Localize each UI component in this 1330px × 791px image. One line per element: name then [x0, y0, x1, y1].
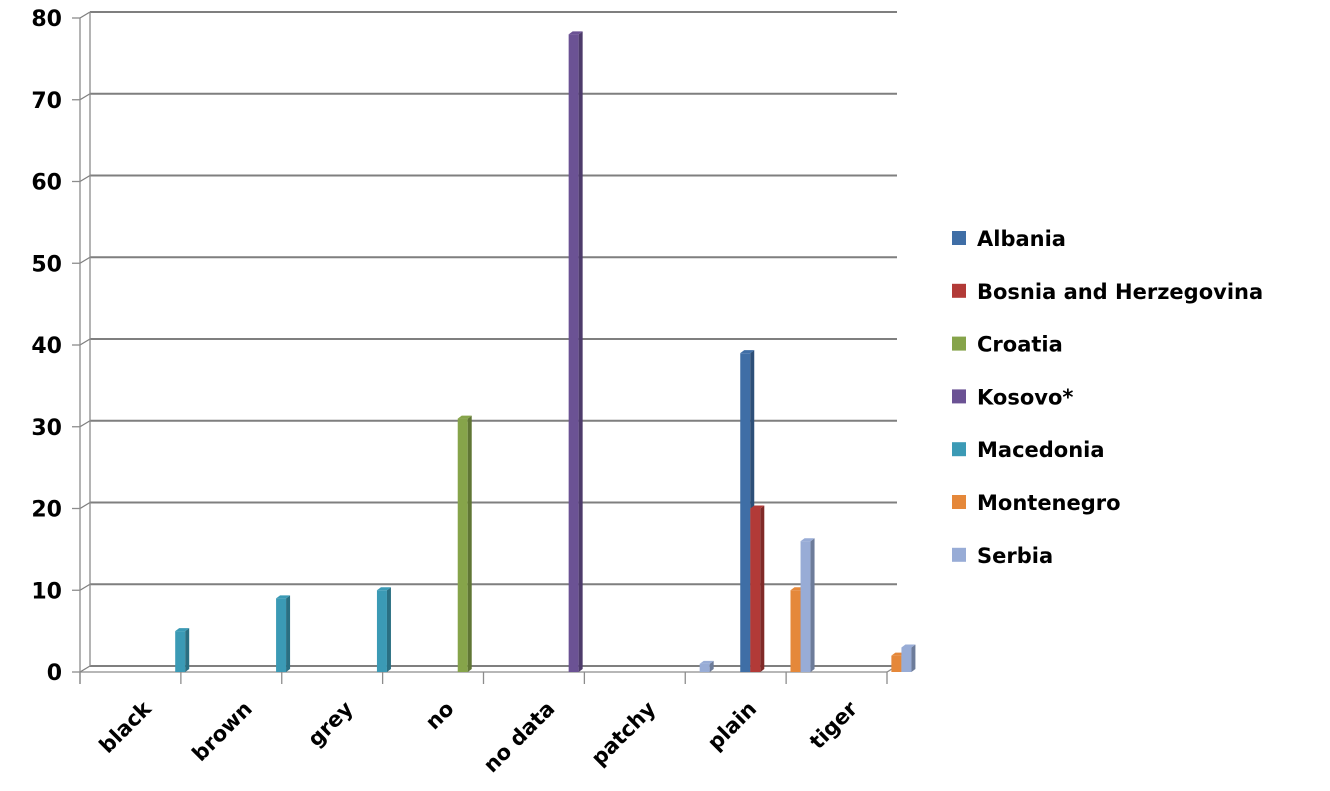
- x-tick-label: black: [95, 696, 157, 758]
- x-tick-label: grey: [303, 696, 358, 751]
- x-tick-label: no: [421, 697, 459, 735]
- bar: [750, 505, 765, 672]
- legend-label: Albania: [977, 227, 1066, 251]
- legend-item: Albania: [952, 227, 1066, 251]
- gridline-diag: [79, 420, 91, 428]
- y-tick-label: 40: [31, 334, 62, 359]
- y-tick-label: 70: [31, 89, 62, 114]
- legend: Albania Bosnia and Herzegovina Croatia Koso…: [952, 227, 1263, 568]
- legend-label: Serbia: [977, 544, 1053, 568]
- bar: [175, 628, 190, 672]
- x-tick-label: tiger: [805, 696, 863, 754]
- legend-swatch: [952, 283, 966, 298]
- legend-item: Serbia: [952, 544, 1053, 568]
- gridline-diag: [79, 11, 91, 19]
- legend-swatch: [952, 389, 966, 404]
- gridline-diag: [79, 665, 91, 673]
- bar: [800, 538, 815, 672]
- bar: [457, 415, 472, 672]
- axes: [72, 12, 898, 684]
- x-tick-labels: black brown grey no no data patchy plain tiger: [95, 696, 863, 777]
- gridline-diag: [79, 93, 91, 101]
- x-tick-label: patchy: [587, 696, 661, 770]
- x-tick-label: plain: [703, 697, 761, 755]
- legend-swatch: [952, 547, 966, 562]
- bar: [901, 644, 916, 672]
- y-tick-label: 80: [31, 7, 62, 32]
- legend-swatch: [952, 495, 966, 509]
- y-tick-label: 60: [31, 171, 62, 196]
- bars: [175, 31, 916, 673]
- gridline-diag: [79, 501, 91, 510]
- bar: [699, 660, 714, 672]
- legend-swatch: [952, 442, 966, 457]
- bar: [568, 31, 583, 673]
- y-tick-labels: 0 10 20 30 40 50 60 70 80: [31, 7, 62, 686]
- x-tick-label: brown: [187, 697, 256, 766]
- y-tick-label: 10: [31, 579, 62, 604]
- gridline-diag: [79, 338, 91, 346]
- y-tick-label: 50: [31, 252, 62, 277]
- legend-swatch: [952, 231, 966, 245]
- legend-item: Bosnia and Herzegovina: [952, 280, 1263, 304]
- bar: [376, 587, 391, 672]
- y-tick-label: 20: [31, 498, 62, 523]
- legend-label: Bosnia and Herzegovina: [977, 280, 1263, 304]
- bar: [276, 595, 291, 672]
- legend-item: Macedonia: [952, 438, 1105, 462]
- legend-item: Kosovo*: [952, 385, 1073, 409]
- grid-lines: [79, 11, 897, 673]
- legend-swatch: [952, 336, 966, 351]
- gridline-diag: [79, 256, 91, 264]
- legend-label: Macedonia: [977, 438, 1105, 462]
- legend-item: Croatia: [952, 333, 1063, 357]
- gridline-diag: [79, 583, 91, 591]
- x-tick-label: no data: [479, 697, 560, 778]
- legend-label: Montenegro: [977, 491, 1121, 515]
- gridline-diag: [79, 174, 91, 183]
- legend-item: Montenegro: [952, 491, 1121, 515]
- legend-label: Croatia: [977, 333, 1063, 357]
- y-tick-label: 30: [31, 416, 62, 441]
- legend-label: Kosovo*: [977, 385, 1073, 409]
- y-tick-label: 0: [47, 661, 62, 686]
